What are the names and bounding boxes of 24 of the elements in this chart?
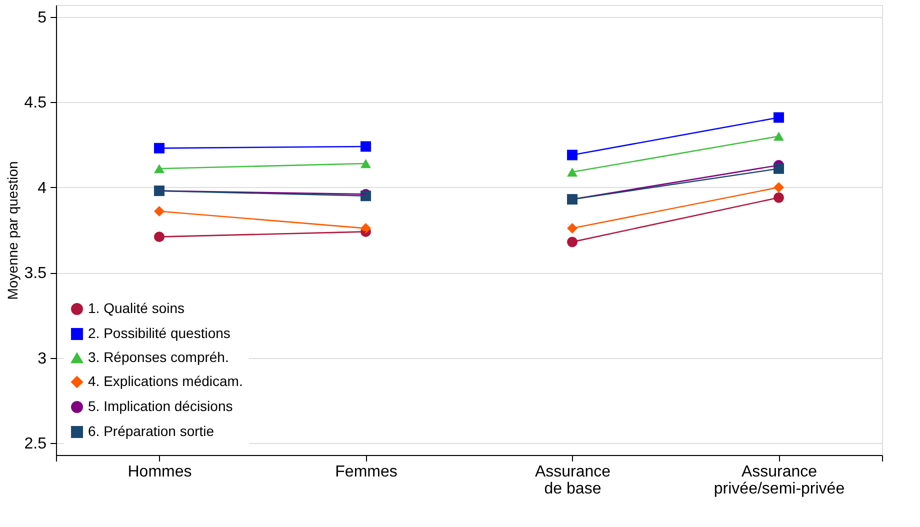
x-tick-label: Femmes	[335, 464, 398, 480]
y-tick-label: 3.5	[24, 265, 47, 282]
y-tick-label: 2.5	[24, 436, 47, 453]
y-axis-title: Moyenne par question	[4, 161, 20, 300]
legend-label: 5. Implication décisions	[88, 398, 233, 414]
point	[567, 236, 578, 248]
x-tick-label: Hommes	[128, 464, 192, 480]
y-tick-label: 5	[38, 9, 47, 26]
y-tick-label: 3	[38, 350, 47, 368]
point	[774, 182, 784, 193]
point	[360, 141, 371, 152]
point	[774, 192, 784, 203]
legend-label: 4. Explications médicam.	[88, 373, 243, 389]
legend-label: 6. Préparation sortie	[88, 423, 214, 439]
point	[154, 142, 164, 154]
point	[154, 232, 164, 242]
legend-label: 1. Qualité soins	[88, 300, 184, 316]
y-tick-label: 4.5	[24, 94, 47, 112]
legend-label: 2. Possibilité questions	[88, 325, 230, 341]
legend-label: 3. Réponses compréh.	[88, 349, 229, 365]
point	[154, 206, 164, 216]
y-tick-label: 4	[38, 180, 47, 197]
x-tick-label: Assurance de base	[534, 464, 611, 498]
x-tick-label: Assurance privée/semi-privée	[714, 464, 845, 498]
